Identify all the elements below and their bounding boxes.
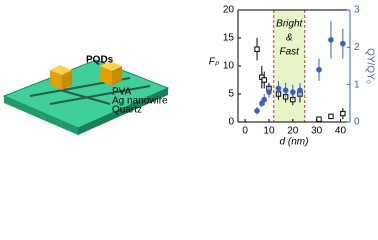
schematic-label: PVA — [112, 87, 132, 98]
y2-tick-label: 0 — [354, 117, 360, 128]
y2-axis-label: QY/QY₀ — [364, 48, 375, 84]
point — [254, 108, 260, 114]
quartz-side — [4, 96, 78, 135]
point — [261, 77, 267, 83]
quartz-top — [2, 59, 170, 129]
y-axis-label: Fₚ — [209, 57, 220, 68]
y-tick-label: 5 — [228, 89, 234, 100]
y-tick-label: 0 — [228, 117, 234, 128]
point — [340, 40, 346, 47]
y-tick-label: 20 — [223, 5, 235, 16]
nanowire — [49, 85, 151, 105]
figure: PQDs PVA Ag nanowire Quartz Bright & Fast 0… — [2, 5, 376, 148]
point — [275, 85, 282, 92]
y2-tick-label: 1 — [354, 79, 360, 90]
pqd-cube — [112, 66, 122, 86]
point — [328, 37, 334, 43]
point — [282, 87, 289, 94]
quartz-front — [78, 88, 168, 135]
pqd-cube — [50, 70, 62, 90]
pqd-cube — [50, 65, 72, 75]
point — [316, 116, 322, 122]
schematic: PQDs PVA Ag nanowire Quartz — [2, 55, 170, 135]
point — [328, 113, 334, 120]
y2-tick-label: 3 — [354, 5, 360, 16]
point — [266, 89, 272, 95]
x-tick-label: 0 — [242, 126, 248, 137]
annotation: Bright — [276, 19, 303, 30]
y2-tick-label: 2 — [354, 42, 360, 53]
point — [340, 110, 346, 117]
annotation: Fast — [280, 47, 301, 58]
pqd-cube — [100, 61, 122, 71]
point — [297, 87, 303, 94]
schematic-label: Ag nanowire — [112, 96, 168, 107]
x-tick-label: 20 — [287, 126, 299, 137]
annotation: & — [286, 33, 293, 44]
point — [316, 66, 322, 73]
highlight-region — [273, 10, 305, 122]
point — [254, 46, 260, 52]
pqd-cube — [62, 70, 72, 90]
nanowire — [59, 89, 111, 105]
point — [261, 96, 268, 103]
x-axis-label: d (nm) — [280, 137, 309, 148]
x-tick-label: 10 — [263, 126, 275, 137]
chart: Bright & Fast 0 10 20 30 40 0 5 10 15 20 0 1 2 3 d (nm) Fₚ… — [209, 5, 376, 148]
x-tick-label: 40 — [335, 126, 347, 137]
y-tick-label: 15 — [223, 33, 235, 44]
point — [290, 89, 296, 95]
schematic-label: PQDs — [86, 55, 114, 66]
pqd-cube — [100, 66, 112, 86]
x-tick-label: 30 — [311, 126, 323, 137]
y-tick-label: 10 — [223, 61, 235, 72]
schematic-label: Quartz — [112, 105, 142, 116]
